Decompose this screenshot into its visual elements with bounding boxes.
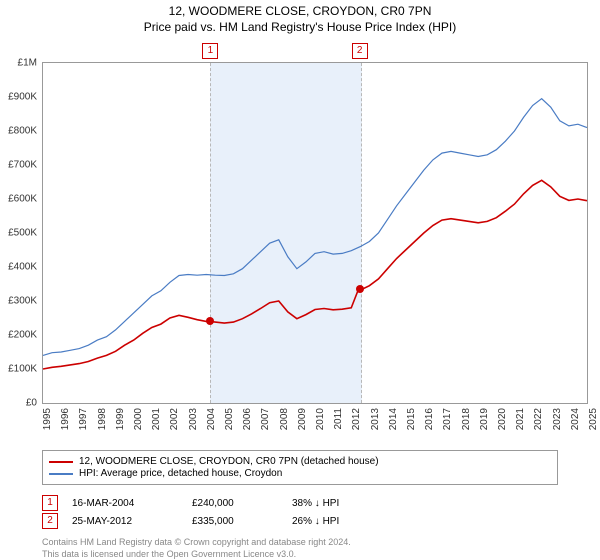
sale-price: £240,000: [192, 498, 292, 509]
event-flag: 1: [202, 43, 218, 59]
chart-lines: [43, 63, 587, 403]
sale-price: £335,000: [192, 516, 292, 527]
sale-flag: 2: [42, 513, 58, 529]
sale-date: 16-MAR-2004: [72, 498, 192, 509]
y-tick-label: £700K: [8, 160, 37, 171]
series-price-paid: [43, 180, 587, 369]
sale-diff: 26% ↓ HPI: [292, 516, 412, 527]
x-axis: 1995 1996 1997 1998 1999 2000 2001 2002 2003 2004…: [42, 404, 588, 444]
x-tick-label: 2012: [351, 408, 362, 430]
x-tick-label: 2004: [206, 408, 217, 430]
x-tick-label: 1996: [60, 408, 71, 430]
y-tick-label: £400K: [8, 262, 37, 273]
event-flag: 2: [352, 43, 368, 59]
x-tick-label: 2011: [333, 408, 344, 430]
y-tick-label: £300K: [8, 296, 37, 307]
y-tick-label: £0: [26, 398, 37, 409]
chart-subtitle: Price paid vs. HM Land Registry's House …: [0, 20, 600, 34]
x-tick-label: 2021: [515, 408, 526, 430]
x-tick-label: 2024: [570, 408, 581, 430]
chart-title: 12, WOODMERE CLOSE, CROYDON, CR0 7PN: [0, 4, 600, 18]
x-tick-label: 2017: [442, 408, 453, 430]
x-tick-label: 2010: [315, 408, 326, 430]
x-tick-label: 2022: [533, 408, 544, 430]
legend-label: HPI: Average price, detached house, Croy…: [79, 468, 282, 479]
x-tick-label: 2015: [406, 408, 417, 430]
sale-flag: 1: [42, 495, 58, 511]
legend-row: HPI: Average price, detached house, Croy…: [49, 468, 551, 479]
x-tick-label: 2020: [497, 408, 508, 430]
footer: Contains HM Land Registry data © Crown c…: [42, 537, 558, 560]
x-tick-label: 1998: [97, 408, 108, 430]
x-tick-label: 1997: [78, 408, 89, 430]
y-tick-label: £600K: [8, 194, 37, 205]
series-hpi: [43, 99, 587, 356]
x-tick-label: 2016: [424, 408, 435, 430]
x-tick-label: 2008: [279, 408, 290, 430]
x-tick-label: 2019: [479, 408, 490, 430]
x-tick-label: 2007: [260, 408, 271, 430]
y-tick-label: £500K: [8, 228, 37, 239]
chart-container: 12, WOODMERE CLOSE, CROYDON, CR0 7PN Pri…: [0, 0, 600, 560]
x-tick-label: 2000: [133, 408, 144, 430]
plot-area: £0£100K£200K£300K£400K£500K£600K£700K£80…: [42, 62, 588, 404]
legend-swatch: [49, 473, 73, 475]
footer-line-2: This data is licensed under the Open Gov…: [42, 549, 558, 560]
sale-row: 1 16-MAR-2004£240,00038% ↓ HPI: [42, 495, 558, 511]
sale-diff: 38% ↓ HPI: [292, 498, 412, 509]
x-tick-label: 2014: [388, 408, 399, 430]
y-tick-label: £100K: [8, 364, 37, 375]
sale-point: [206, 317, 214, 325]
sale-point: [356, 285, 364, 293]
x-tick-label: 1995: [42, 408, 53, 430]
legend-label: 12, WOODMERE CLOSE, CROYDON, CR0 7PN (de…: [79, 456, 379, 467]
y-tick-label: £800K: [8, 126, 37, 137]
x-tick-label: 2005: [224, 408, 235, 430]
x-tick-label: 2009: [297, 408, 308, 430]
x-tick-label: 2018: [461, 408, 472, 430]
y-axis: £0£100K£200K£300K£400K£500K£600K£700K£80…: [1, 63, 41, 403]
x-tick-label: 2025: [588, 408, 599, 430]
x-tick-label: 2003: [188, 408, 199, 430]
x-tick-label: 2001: [151, 408, 162, 430]
sale-date: 25-MAY-2012: [72, 516, 192, 527]
legend: 12, WOODMERE CLOSE, CROYDON, CR0 7PN (de…: [42, 450, 558, 485]
y-tick-label: £200K: [8, 330, 37, 341]
sale-rows: 1 16-MAR-2004£240,00038% ↓ HPI 2 25-MAY-201…: [42, 493, 558, 531]
sale-row: 2 25-MAY-2012£335,00026% ↓ HPI: [42, 513, 558, 529]
x-tick-label: 2002: [169, 408, 180, 430]
x-tick-label: 1999: [115, 408, 126, 430]
y-tick-label: £1M: [18, 58, 37, 69]
y-tick-label: £900K: [8, 92, 37, 103]
legend-row: 12, WOODMERE CLOSE, CROYDON, CR0 7PN (de…: [49, 456, 551, 467]
legend-swatch: [49, 461, 73, 463]
footer-line-1: Contains HM Land Registry data © Crown c…: [42, 537, 558, 549]
x-tick-label: 2013: [370, 408, 381, 430]
x-tick-label: 2006: [242, 408, 253, 430]
x-tick-label: 2023: [552, 408, 563, 430]
